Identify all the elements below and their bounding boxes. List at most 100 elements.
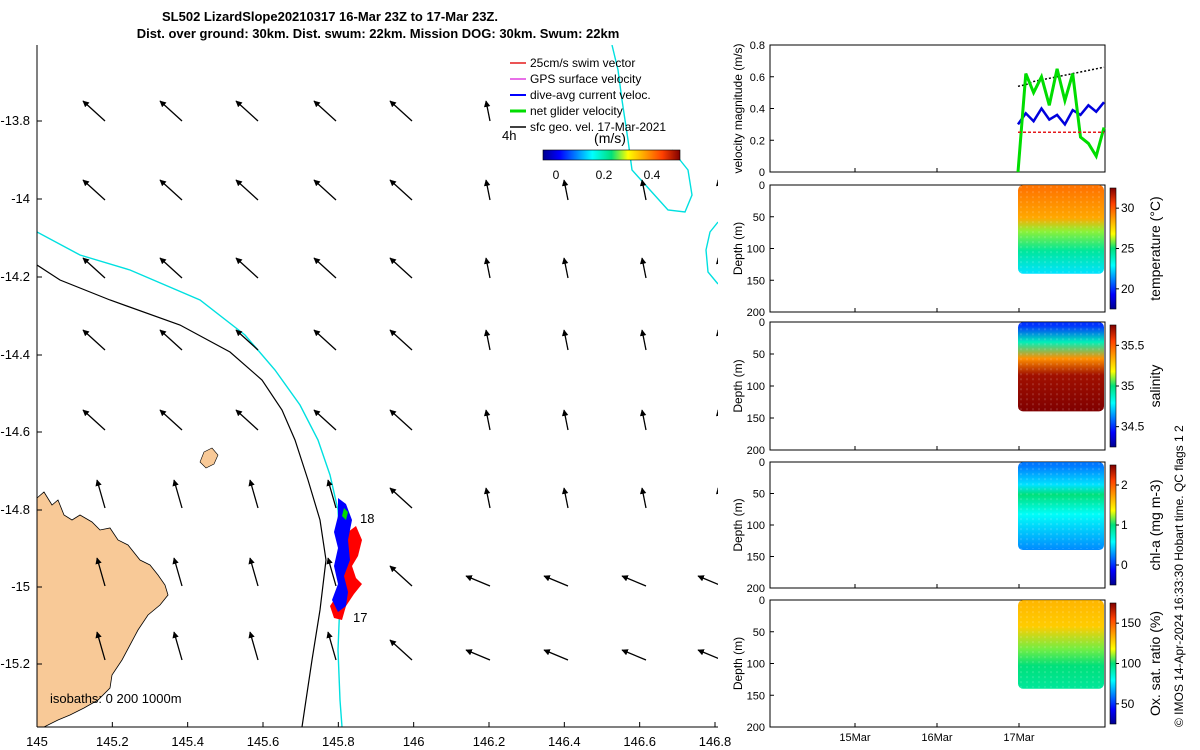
current-arrow: [561, 409, 569, 431]
colorbar-tick-label: 25: [1121, 242, 1135, 256]
time-tick-label: 15Mar: [839, 732, 871, 744]
map-ytick-label: -14.2: [0, 269, 30, 284]
current-arrow: [326, 557, 337, 587]
current-arrow: [235, 100, 259, 122]
current-arrow: [235, 329, 259, 351]
current-arrow: [483, 329, 491, 351]
current-arrow: [389, 257, 413, 279]
profile-block: [1018, 322, 1104, 412]
current-arrow: [543, 649, 569, 661]
ytick-label: 0: [759, 595, 765, 607]
map-ytick-label: -14.6: [0, 424, 30, 439]
map-xtick-label: 145.4: [171, 734, 204, 749]
current-arrow: [715, 409, 718, 417]
ytick-label: 50: [753, 627, 765, 639]
island: [199, 447, 219, 469]
ytick-label: 0: [759, 457, 765, 469]
current-arrow: [248, 631, 259, 661]
current-arrow: [561, 487, 569, 509]
current-arrows: [82, 100, 718, 727]
current-arrow: [235, 257, 259, 279]
current-arrow: [483, 179, 491, 201]
ylabel: Depth (m): [731, 498, 745, 551]
ytick-label: 0: [759, 317, 765, 329]
colorbar-tick-label: 100: [1121, 657, 1141, 671]
isobath-200m: [37, 264, 327, 727]
map-xtick-label: 146.6: [623, 734, 656, 749]
ytick-label: 200: [747, 445, 765, 457]
title-line-2: Dist. over ground: 30km. Dist. swum: 22k…: [137, 26, 620, 41]
map-ytick-label: -15.2: [0, 656, 30, 671]
time-series-panels: 0 0.2 0.4 0.6 0.8 velocity magnitude (m/s) 0 50…: [731, 40, 1163, 744]
ytick-label: 150: [747, 552, 765, 564]
current-arrow: [235, 179, 259, 201]
velocity-series: [1016, 101, 1105, 127]
colorbar-tick-label: 30: [1121, 201, 1135, 215]
ytick-label: 50: [753, 212, 765, 224]
ylabel: velocity magnitude (m/s): [731, 43, 745, 173]
colorbar-tick-label: 35.5: [1121, 338, 1145, 352]
current-arrow: [465, 575, 491, 587]
current-arrow: [313, 179, 337, 201]
panel-5: 0 50 100 150 200 Depth (m) 50 100 150 Ox. sat. ra…: [731, 595, 1163, 744]
legend-net-glider: net glider velocity: [530, 104, 623, 118]
colorbar-tick-label: 20: [1121, 282, 1135, 296]
ytick-label: 0.2: [750, 135, 765, 147]
colorbar-tick-1: 0.2: [596, 168, 613, 182]
profile-block: [1018, 462, 1104, 551]
colorbar-tick-2: 0.4: [644, 168, 661, 182]
ytick-label: 100: [747, 520, 765, 532]
current-arrow: [389, 100, 413, 122]
current-arrow: [95, 479, 106, 509]
speed-colorbar: (m/s) 0 0.2 0.4: [542, 130, 681, 182]
colorbar-tick-0: 0: [553, 168, 560, 182]
current-arrow: [389, 409, 413, 431]
ylabel: Depth (m): [731, 222, 745, 275]
colorbar-label: temperature (°C): [1147, 196, 1163, 300]
current-arrow: [697, 575, 718, 586]
map-ytick-label: -14: [11, 191, 30, 206]
ytick-label: 0.8: [750, 40, 765, 52]
map-xtick-label: 145.2: [96, 734, 129, 749]
ytick-label: 150: [747, 413, 765, 425]
current-arrow: [561, 257, 569, 279]
colorbar-unit: (m/s): [594, 130, 626, 146]
current-arrow: [82, 409, 106, 431]
legend-swim-vector: 25cm/s swim vector: [530, 56, 635, 70]
time-tick-label: 17Mar: [1003, 732, 1035, 744]
current-arrow: [95, 557, 106, 587]
track-end-label: 18: [360, 511, 374, 526]
colorbar-tick-label: 2: [1121, 478, 1128, 492]
colorbar-tick-label: 50: [1121, 697, 1135, 711]
map-ytick-label: -15: [11, 579, 30, 594]
legend-dive-avg: dive-avg current veloc.: [530, 88, 651, 102]
glider-track: [330, 498, 362, 620]
colorbar-tick-label: 150: [1121, 616, 1141, 630]
current-arrow: [313, 329, 337, 351]
current-arrow: [639, 329, 647, 351]
colorbar-label: salinity: [1147, 365, 1163, 408]
ytick-label: 200: [747, 307, 765, 319]
current-arrow: [159, 179, 183, 201]
current-arrow: [621, 649, 647, 661]
time-tick-label: 16Mar: [921, 732, 953, 744]
colorbar: [1109, 602, 1117, 725]
ytick-label: 0.6: [750, 72, 765, 84]
current-arrow: [248, 479, 259, 509]
current-arrow: [172, 631, 183, 661]
current-arrow: [389, 565, 413, 587]
panel-4: 0 50 100 150 200 Depth (m) 0 1 2 chl-a (mg m-3): [731, 457, 1163, 595]
current-arrow: [561, 179, 569, 201]
current-arrow: [313, 100, 337, 122]
ytick-label: 200: [747, 722, 765, 734]
current-arrow: [389, 639, 413, 661]
ytick-label: 0: [759, 180, 765, 192]
map-ytick-label: -13.8: [0, 113, 30, 128]
ytick-label: 150: [747, 690, 765, 702]
current-arrow: [326, 631, 337, 661]
current-arrow: [483, 409, 491, 431]
colorbar-tick-label: 35: [1121, 379, 1135, 393]
ytick-label: 50: [753, 349, 765, 361]
isobath-1000m-north: [611, 45, 693, 213]
colorbar: [1109, 464, 1117, 586]
